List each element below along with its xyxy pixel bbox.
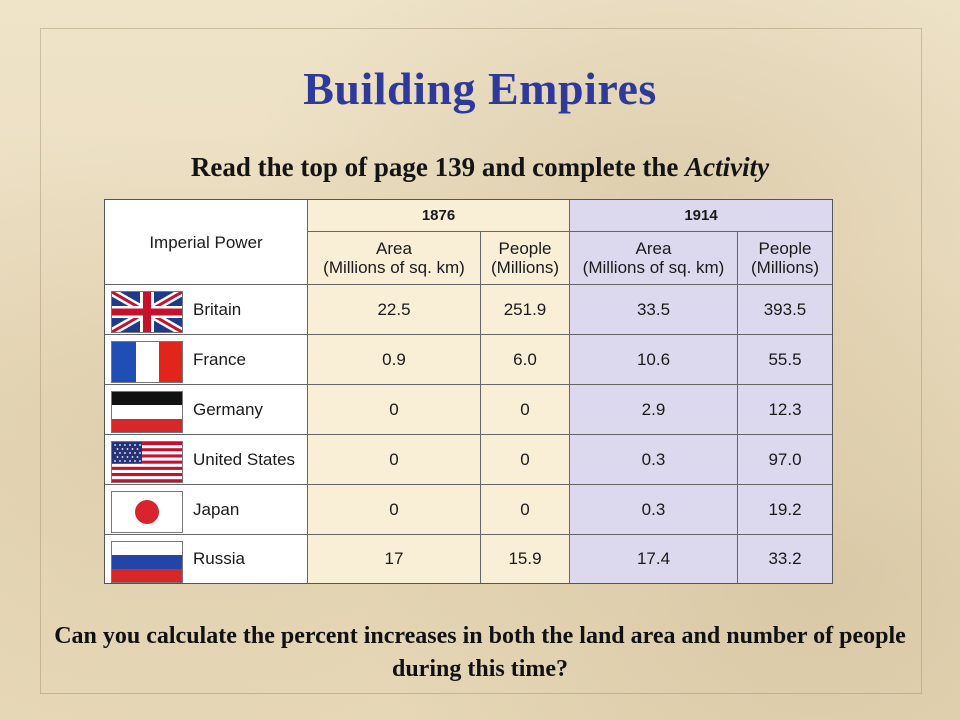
- table-cell: 33.2: [738, 535, 832, 583]
- table-row-germany: Germany: [105, 385, 308, 435]
- russia-flag-icon: [111, 541, 183, 583]
- table-row-britain: Britain: [105, 285, 308, 335]
- table-cell: 393.5: [738, 285, 832, 335]
- table-row-japan: Japan: [105, 485, 308, 535]
- header-year-1876: 1876: [308, 200, 570, 232]
- table-cell: 251.9: [481, 285, 570, 335]
- header-people-1914: People (Millions): [738, 232, 832, 285]
- header-people-unit: (Millions): [751, 258, 819, 277]
- table-cell: 15.9: [481, 535, 570, 583]
- subtitle: Read the top of page 139 and complete th…: [0, 152, 960, 183]
- table-cell: 0.3: [570, 435, 738, 485]
- table-cell: 22.5: [308, 285, 481, 335]
- japan-flag-icon: [111, 491, 183, 533]
- country-name: Japan: [193, 499, 240, 519]
- france-flag-icon: [111, 341, 183, 383]
- usa-flag-icon: [111, 441, 183, 483]
- table-cell: 0.3: [570, 485, 738, 535]
- table-cell: 17: [308, 535, 481, 583]
- subtitle-activity: Activity: [685, 152, 770, 182]
- header-people-label: People: [498, 239, 552, 258]
- country-name: Germany: [193, 399, 263, 419]
- header-area-unit: (Millions of sq. km): [582, 258, 725, 277]
- table-row-russia: Russia: [105, 535, 308, 583]
- table-cell: 97.0: [738, 435, 832, 485]
- header-area-1914: Area (Millions of sq. km): [570, 232, 738, 285]
- header-imperial-power: Imperial Power: [105, 200, 308, 285]
- country-name: Russia: [193, 549, 245, 568]
- header-people-label: People: [758, 239, 812, 258]
- header-year-1914: 1914: [570, 200, 832, 232]
- table-cell: 0.9: [308, 335, 481, 385]
- header-area-label: Area: [635, 239, 672, 258]
- table-cell: 2.9: [570, 385, 738, 435]
- table-cell: 0: [481, 385, 570, 435]
- table-cell: 0: [481, 485, 570, 535]
- table-row-france: France: [105, 335, 308, 385]
- header-area-1876: Area (Millions of sq. km): [308, 232, 481, 285]
- country-name: United States: [193, 449, 296, 469]
- header-people-unit: (Millions): [491, 258, 559, 277]
- table-cell: 19.2: [738, 485, 832, 535]
- germany-flag-icon: [111, 391, 183, 433]
- uk-flag-icon: [111, 291, 183, 333]
- header-area-unit: (Millions of sq. km): [323, 258, 465, 277]
- table-cell: 12.3: [738, 385, 832, 435]
- table-cell: 0: [308, 435, 481, 485]
- empire-table: Imperial Power 1876 1914 Area (Millions …: [104, 199, 833, 584]
- table-cell: 0: [308, 385, 481, 435]
- subtitle-text: Read the top of page 139 and complete th…: [190, 152, 686, 182]
- table-cell: 0: [308, 485, 481, 535]
- question-text: Can you calculate the percent increases …: [54, 623, 906, 682]
- table-cell: 0: [481, 435, 570, 485]
- header-people-1876: People (Millions): [481, 232, 570, 285]
- page-title: Building Empires: [303, 63, 657, 114]
- header-area-label: Area: [376, 239, 412, 258]
- country-name: Britain: [193, 299, 242, 319]
- table-cell: 33.5: [570, 285, 738, 335]
- map-frame: [40, 28, 922, 694]
- country-name: France: [193, 349, 246, 369]
- table-cell: 17.4: [570, 535, 738, 583]
- table-cell: 6.0: [481, 335, 570, 385]
- table-row-united-states: United States: [105, 435, 308, 485]
- table-cell: 55.5: [738, 335, 832, 385]
- table-cell: 10.6: [570, 335, 738, 385]
